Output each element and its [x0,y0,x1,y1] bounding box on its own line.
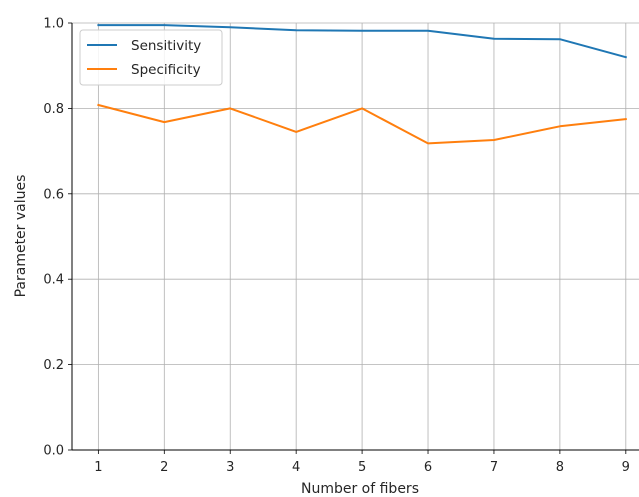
x-tick-label: 5 [358,460,366,475]
axes [71,23,639,451]
y-ticks: 0.0 0.2 0.4 0.6 0.8 1.0 [43,17,72,459]
legend-sensitivity-label: Sensitivity [131,38,201,54]
x-tick-label: 2 [160,460,168,475]
y-tick-label: 0.6 [43,187,64,202]
x-tick-label: 1 [94,460,102,475]
series-line-specificity [97,103,627,145]
y-tick-label: 0.0 [43,444,64,459]
x-tick-label: 9 [622,460,630,475]
y-tick-label: 0.2 [43,358,64,373]
x-tick-label: 8 [556,460,564,475]
x-axis-label: Number of fibers [301,481,419,497]
y-tick-label: 0.8 [43,102,64,117]
legend-specificity-label: Specificity [131,62,201,78]
x-tick-label: 3 [226,460,234,475]
y-tick-label: 0.4 [43,273,64,288]
x-ticks: 1 2 3 4 5 6 7 8 9 [94,450,630,475]
y-axis-label: Parameter values [13,175,29,298]
x-tick-label: 7 [490,460,498,475]
legend: Sensitivity Specificity [79,29,223,86]
series-line-sensitivity [97,24,628,59]
x-tick-label: 4 [292,460,300,475]
y-tick-label: 1.0 [43,17,64,32]
grid [72,22,639,451]
x-tick-label: 6 [424,460,432,475]
series-lines [97,24,628,145]
legend-box [79,29,223,86]
